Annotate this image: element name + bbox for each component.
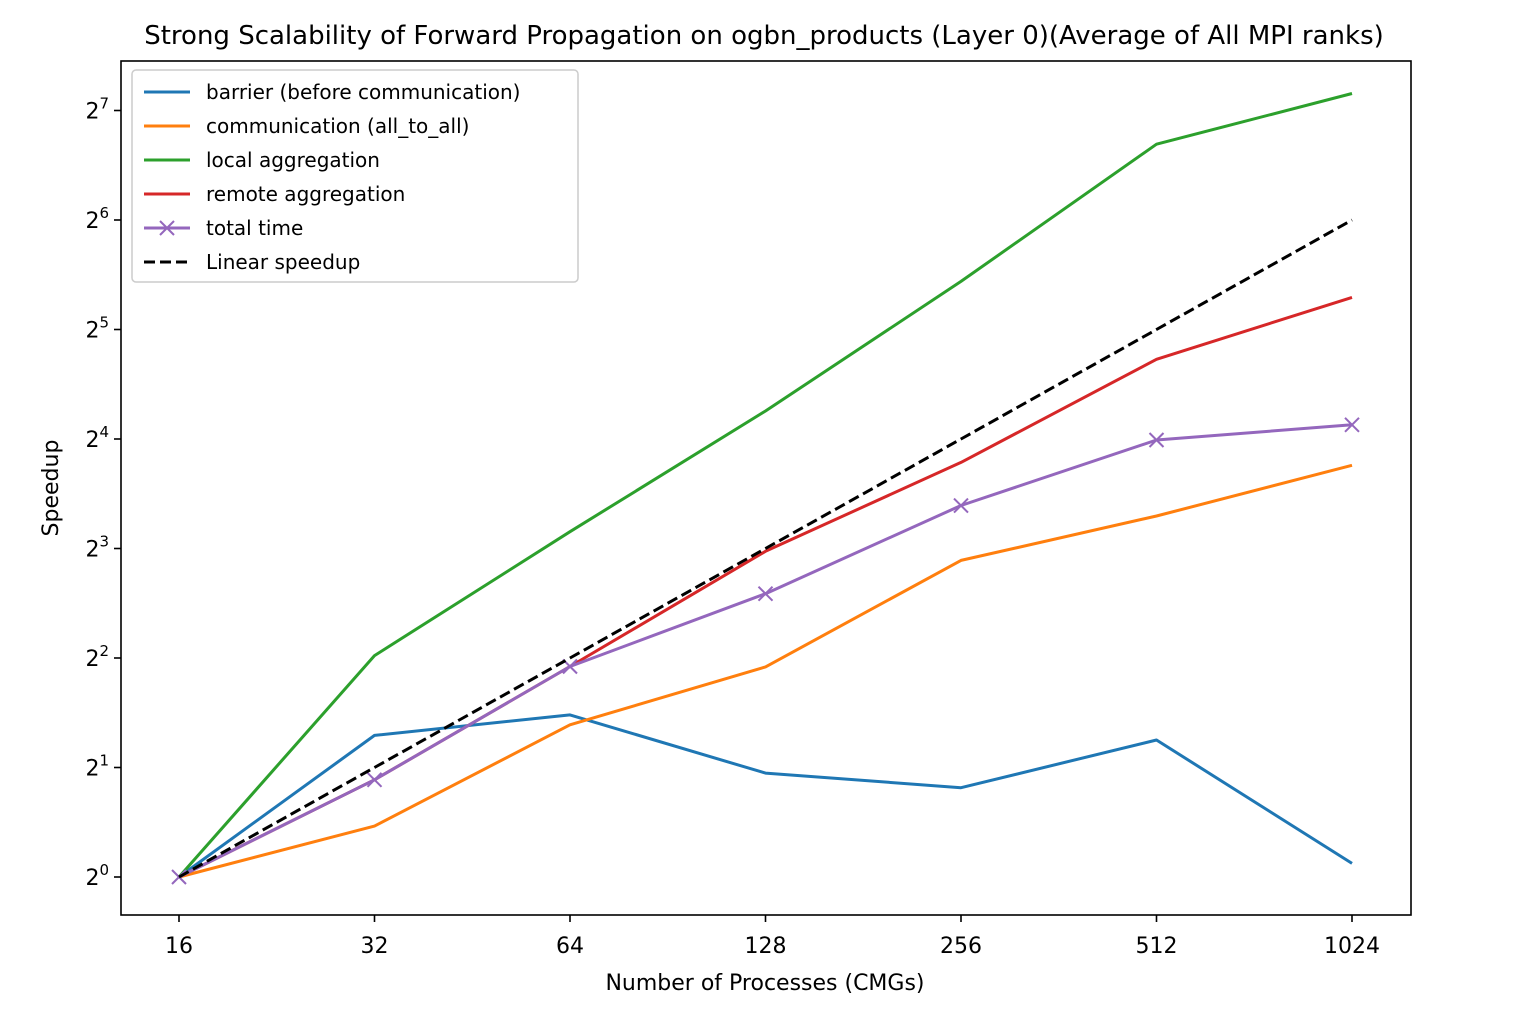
series-1 bbox=[178, 463, 1353, 879]
x-tick-label: 1024 bbox=[1324, 934, 1380, 959]
marker-stroke bbox=[757, 585, 774, 602]
series-line bbox=[177, 92, 1353, 878]
legend-item: Linear speedup bbox=[144, 250, 360, 274]
legend-label: total time bbox=[206, 216, 303, 240]
series-line bbox=[178, 713, 1353, 879]
marker-stroke bbox=[562, 658, 578, 675]
y-tick-exponent: 1 bbox=[99, 752, 109, 770]
marker-stroke bbox=[1148, 432, 1165, 448]
series-5 bbox=[178, 218, 1353, 879]
series-4 bbox=[171, 417, 1360, 885]
marker-stroke bbox=[366, 772, 383, 788]
y-axis-label: Speedup bbox=[39, 440, 64, 537]
legend-item: local aggregation bbox=[144, 148, 380, 172]
x-tick-label: 64 bbox=[556, 934, 584, 959]
legend-label: Linear speedup bbox=[206, 250, 360, 274]
data-point-marker bbox=[1344, 417, 1360, 433]
x-tick-label: 128 bbox=[745, 934, 787, 959]
y-tick-exponent: 7 bbox=[99, 95, 109, 113]
y-tick-exponent: 2 bbox=[99, 642, 109, 660]
y-tick-exponent: 0 bbox=[99, 861, 109, 879]
y-tick-exponent: 3 bbox=[99, 533, 109, 551]
legend-item: remote aggregation bbox=[144, 182, 405, 206]
y-tick-exponent: 4 bbox=[99, 423, 109, 441]
y-tick-exponent: 5 bbox=[99, 314, 109, 332]
legend-item: barrier (before communication) bbox=[144, 80, 520, 104]
plot-area bbox=[171, 92, 1360, 885]
legend-label: communication (all_to_all) bbox=[206, 114, 469, 138]
x-tick-label: 256 bbox=[940, 934, 982, 959]
x-tick-label: 16 bbox=[165, 934, 193, 959]
series-line bbox=[178, 218, 1353, 879]
series-0 bbox=[178, 713, 1353, 879]
legend: barrier (before communication) communicat… bbox=[131, 69, 579, 283]
data-point-marker bbox=[366, 772, 383, 788]
series-2 bbox=[177, 92, 1353, 878]
series-line bbox=[178, 463, 1353, 879]
legend-label: local aggregation bbox=[206, 148, 380, 172]
marker-stroke bbox=[1344, 417, 1360, 433]
y-tick-exponent: 6 bbox=[99, 204, 109, 222]
x-tick-label: 32 bbox=[361, 934, 389, 959]
x-tick-label: 512 bbox=[1136, 934, 1178, 959]
legend-box bbox=[131, 69, 579, 283]
data-point-marker bbox=[1148, 432, 1165, 448]
legend-marker bbox=[159, 220, 175, 236]
marker-stroke bbox=[953, 497, 969, 514]
legend-label: remote aggregation bbox=[206, 182, 405, 206]
x-axis-label: Number of Processes (CMGs) bbox=[605, 971, 924, 996]
data-point-marker bbox=[953, 497, 969, 514]
legend-item: communication (all_to_all) bbox=[144, 114, 469, 138]
legend-label: barrier (before communication) bbox=[206, 80, 520, 104]
legend-item: total time bbox=[144, 216, 303, 240]
data-point-marker bbox=[757, 585, 774, 602]
chart-title: Strong Scalability of Forward Propagatio… bbox=[144, 21, 1384, 51]
